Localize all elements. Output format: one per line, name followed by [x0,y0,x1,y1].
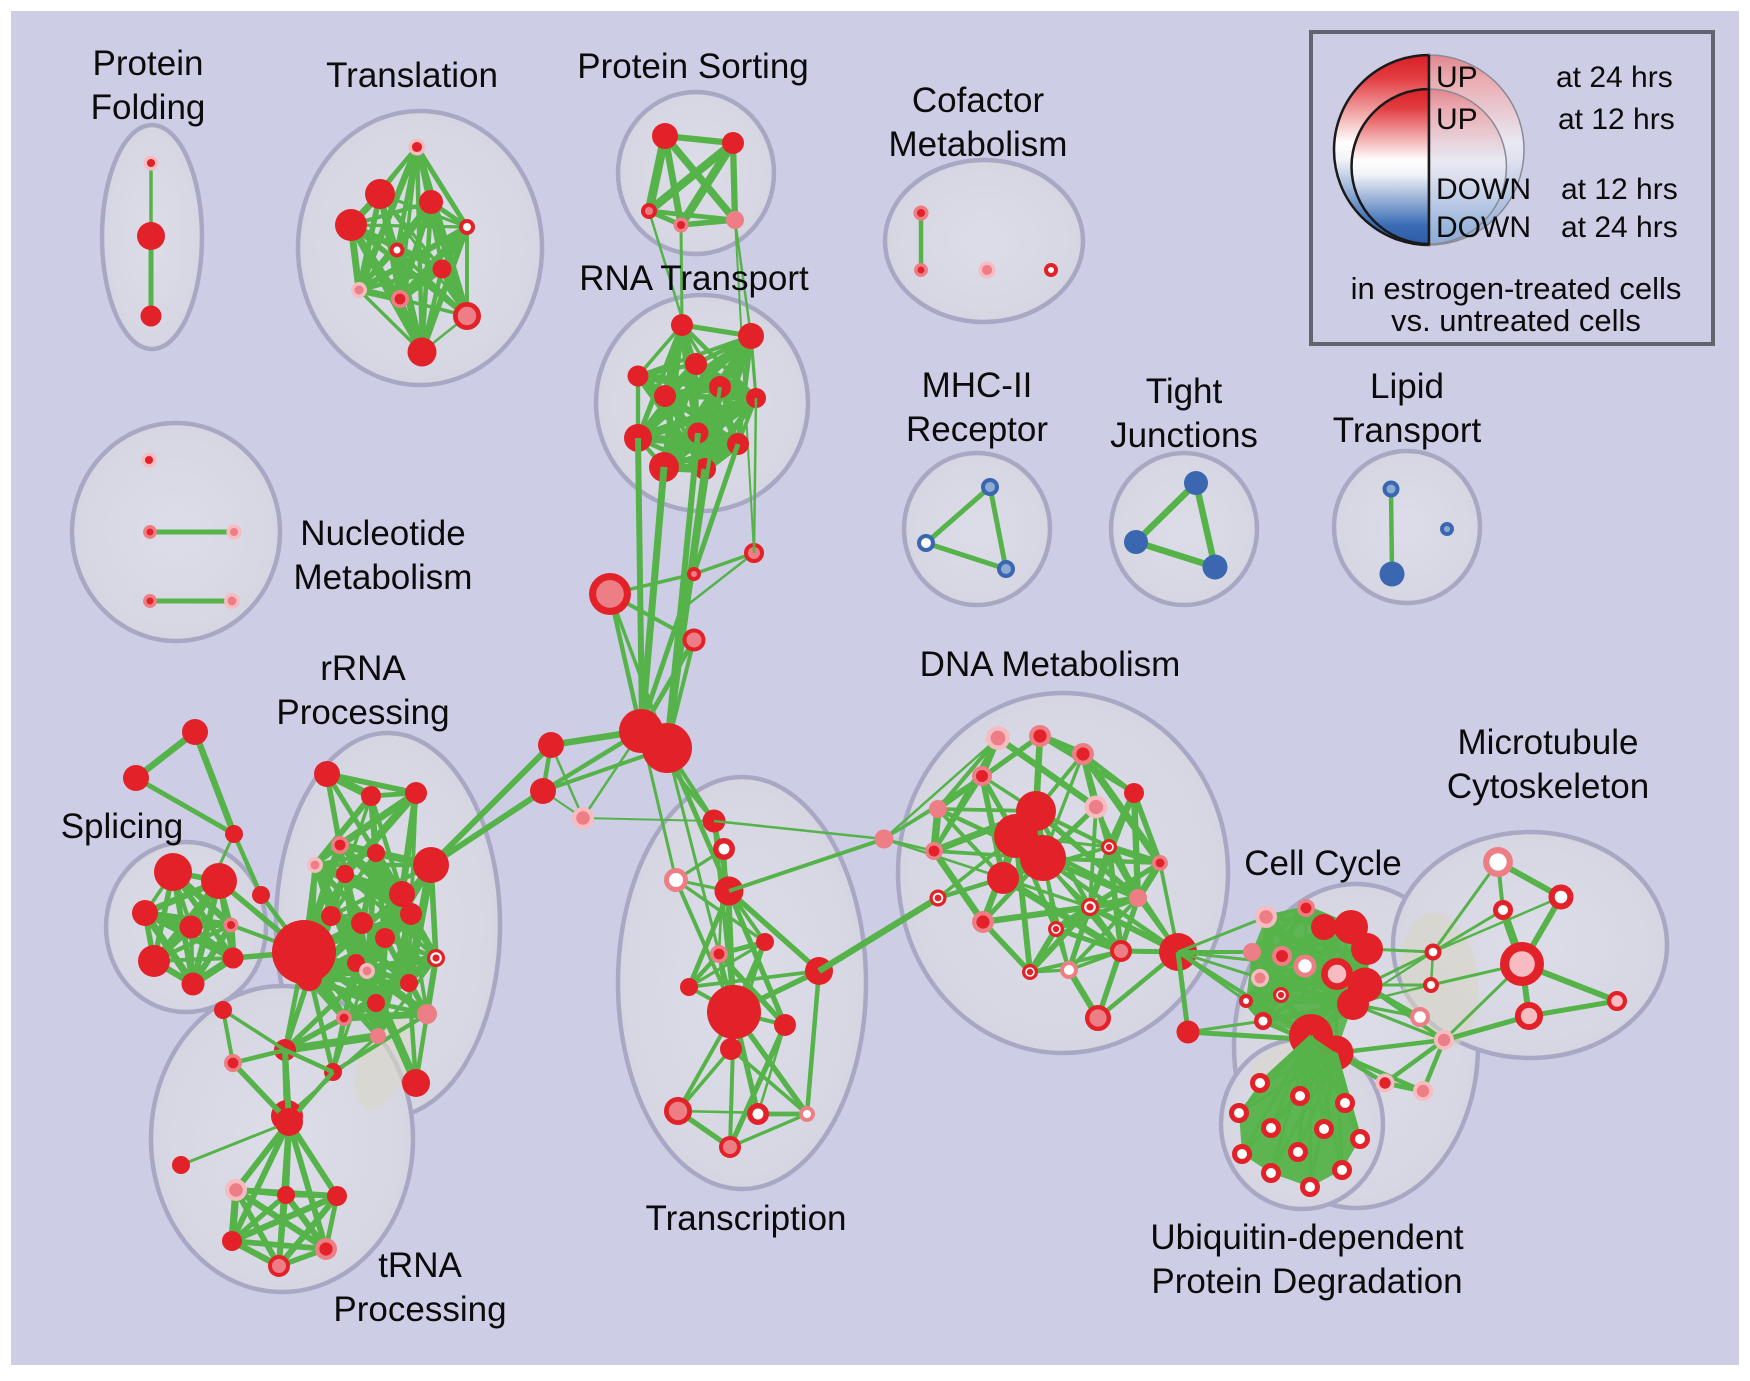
svg-text:Protein: Protein [93,44,204,83]
svg-text:at 12 hrs: at 12 hrs [1558,103,1675,136]
svg-text:Cofactor: Cofactor [912,81,1045,120]
svg-text:RNA Transport: RNA Transport [579,259,809,298]
svg-text:Splicing: Splicing [61,807,184,846]
svg-text:Microtubule: Microtubule [1458,723,1639,762]
svg-text:Cell Cycle: Cell Cycle [1244,844,1402,883]
svg-text:at 24 hrs: at 24 hrs [1561,211,1678,244]
svg-text:MHC-II: MHC-II [922,366,1033,405]
svg-text:Metabolism: Metabolism [294,558,473,597]
svg-text:rRNA: rRNA [320,649,406,688]
svg-text:DOWN: DOWN [1436,211,1531,244]
svg-text:Translation: Translation [326,56,498,95]
svg-text:Protein Degradation: Protein Degradation [1151,1262,1462,1301]
svg-text:vs. untreated cells: vs. untreated cells [1391,303,1641,338]
svg-text:Tight: Tight [1146,372,1223,411]
svg-text:at 24 hrs: at 24 hrs [1556,61,1673,94]
svg-text:UP: UP [1436,61,1478,94]
svg-text:Nucleotide: Nucleotide [300,514,465,553]
svg-text:Folding: Folding [91,88,206,127]
svg-text:Ubiquitin-dependent: Ubiquitin-dependent [1150,1218,1464,1257]
svg-text:Metabolism: Metabolism [889,125,1068,164]
svg-text:Processing: Processing [276,693,449,732]
svg-text:Transcription: Transcription [646,1199,847,1238]
svg-text:UP: UP [1436,103,1478,136]
svg-text:Receptor: Receptor [906,410,1048,449]
svg-text:Protein Sorting: Protein Sorting [577,47,809,86]
svg-text:Cytoskeleton: Cytoskeleton [1447,767,1649,806]
svg-text:Processing: Processing [333,1290,506,1329]
svg-text:DNA Metabolism: DNA Metabolism [920,645,1181,684]
svg-text:at 12 hrs: at 12 hrs [1561,173,1678,206]
svg-text:Transport: Transport [1333,411,1482,450]
svg-text:Lipid: Lipid [1370,367,1444,406]
svg-text:DOWN: DOWN [1436,173,1531,206]
svg-text:tRNA: tRNA [378,1246,462,1285]
svg-text:Junctions: Junctions [1110,416,1258,455]
svg-text:in estrogen-treated cells: in estrogen-treated cells [1351,271,1682,306]
